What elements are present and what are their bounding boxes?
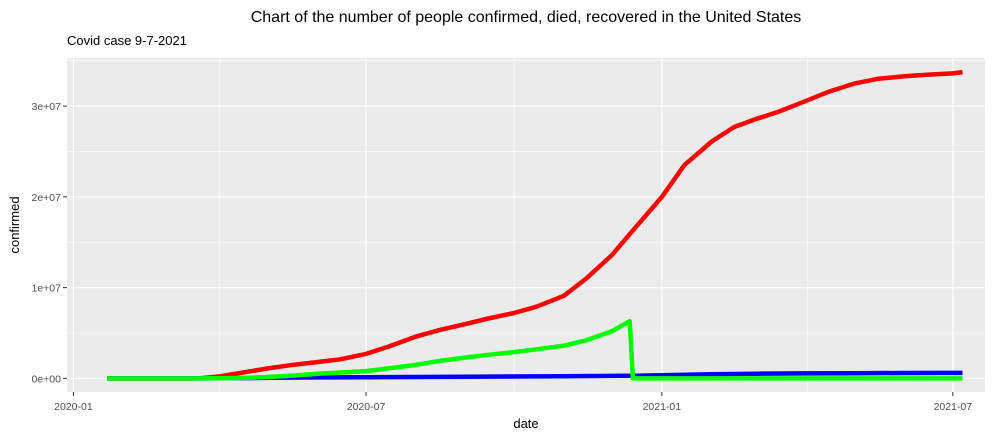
y-axis-label: confirmed — [7, 196, 22, 253]
y-tick-label: 1e+07 — [32, 283, 62, 295]
x-tick-label: 2020-07 — [347, 401, 386, 413]
series-lines — [107, 69, 963, 381]
y-tick-label: 0e+00 — [32, 373, 62, 385]
y-tick-label: 2e+07 — [32, 192, 62, 204]
x-axis-label: date — [513, 416, 538, 431]
plot-panel — [67, 58, 985, 392]
x-tick-label: 2020-01 — [54, 401, 93, 413]
series-line-3 — [107, 318, 963, 381]
chart-subtitle: Covid case 9-7-2021 — [67, 33, 187, 48]
axes: 0e+00 1e+07 2e+07 3e+07 2020-01 2020-07 2021-0… — [32, 101, 973, 413]
series-line-1 — [107, 69, 963, 381]
grid-lines — [67, 58, 985, 392]
x-tick-label: 2021-07 — [934, 401, 973, 413]
x-tick-label: 2021-01 — [643, 401, 682, 413]
y-tick-label: 3e+07 — [32, 101, 62, 113]
chart-title: Chart of the number of people confirmed,… — [251, 9, 802, 26]
